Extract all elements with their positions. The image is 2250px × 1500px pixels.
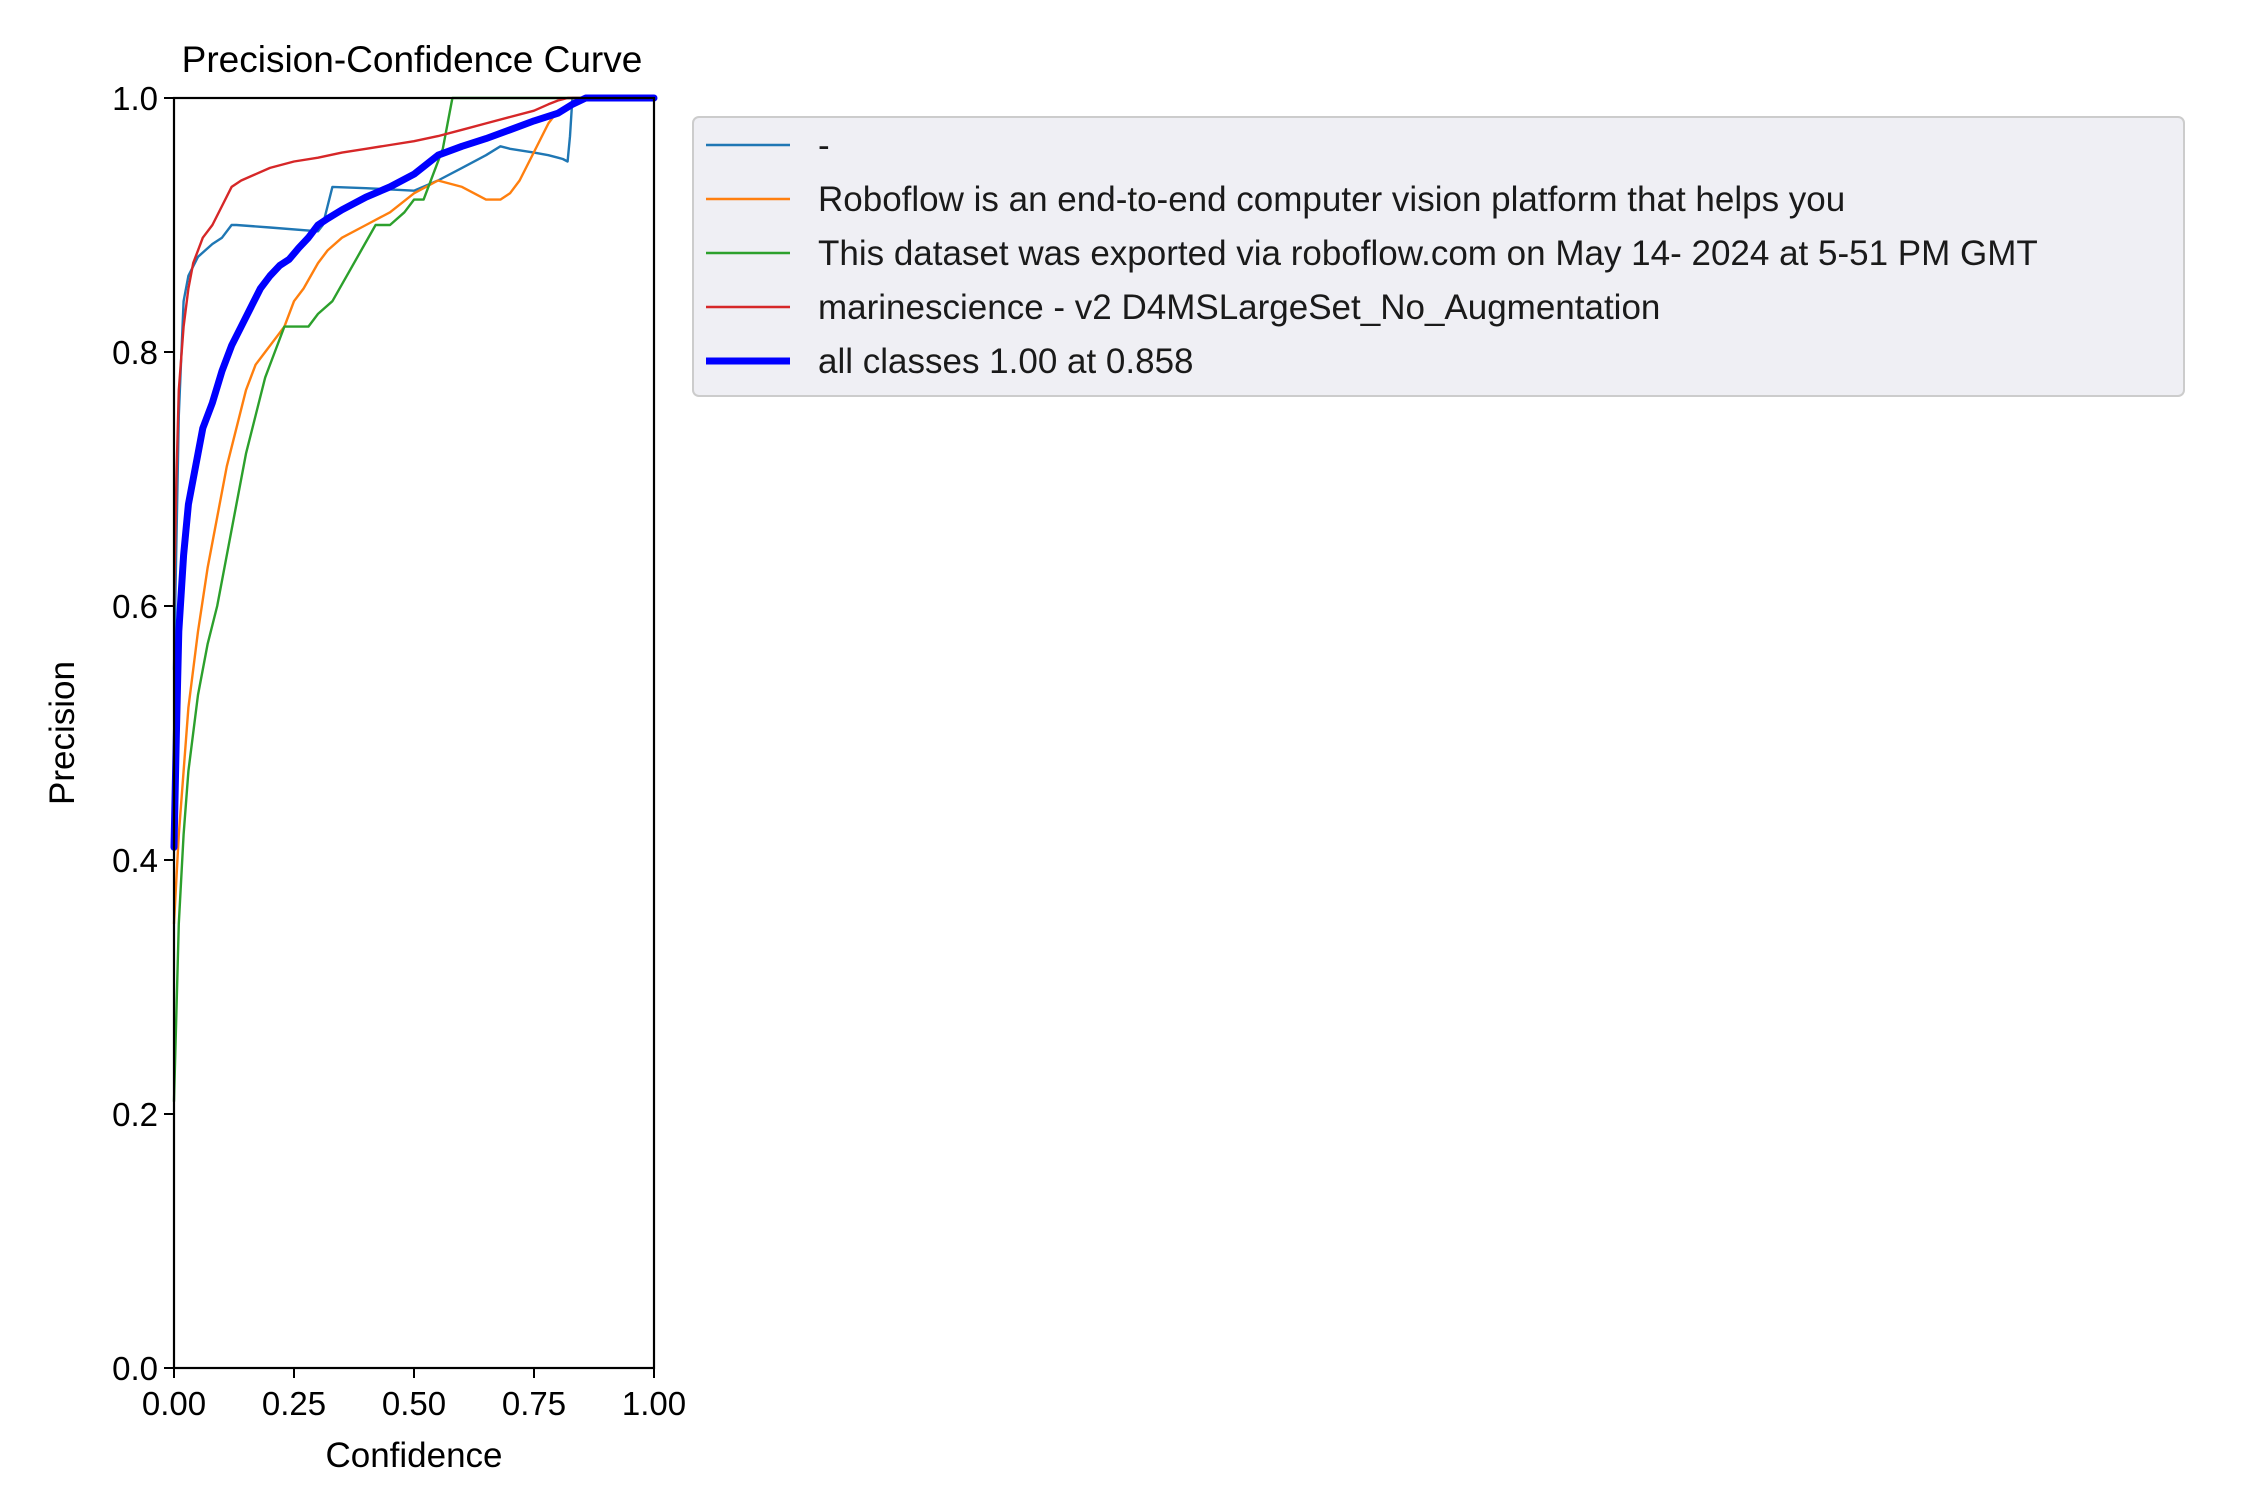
legend-items: - Roboflow is an end-to-end computer visi… [706, 126, 2038, 381]
y-axis-label: Precision [43, 661, 82, 805]
series-line-1 [172, 96, 656, 925]
legend-label: This dataset was exported via roboflow.c… [818, 234, 2038, 273]
x-axis-label: Confidence [325, 1436, 502, 1475]
x-tick-label: 1.00 [622, 1385, 686, 1422]
axis-ticks: 0.00 0.25 0.50 0.75 1.00 0.0 0.2 0.4 0.6 0.8 1.0 [112, 80, 686, 1422]
series-line-0 [172, 96, 656, 671]
series-line-3 [172, 96, 656, 608]
legend-label: - [818, 126, 830, 165]
chart-title: Precision-Confidence Curve [182, 39, 643, 80]
plot-frame [172, 96, 656, 1370]
x-tick-label: 0.75 [502, 1385, 566, 1422]
plot-series [170, 94, 658, 1103]
y-tick-label: 0.8 [112, 334, 158, 371]
y-tick-label: 1.0 [112, 80, 158, 117]
y-tick-label: 0.0 [112, 1350, 158, 1387]
legend-label: marinescience - v2 D4MSLargeSet_No_Augme… [818, 288, 1660, 327]
series-line-2 [172, 96, 656, 1103]
legend-label: all classes 1.00 at 0.858 [818, 342, 1194, 381]
y-tick-label: 0.4 [112, 842, 158, 879]
y-tick-label: 0.2 [112, 1096, 158, 1133]
y-tick-label: 0.6 [112, 588, 158, 625]
x-tick-label: 0.50 [382, 1385, 446, 1422]
legend-box [692, 116, 2185, 397]
legend-label: Roboflow is an end-to-end computer visio… [818, 180, 1845, 219]
x-tick-label: 0.00 [142, 1385, 206, 1422]
series-line-4 [170, 94, 658, 851]
x-tick-label: 0.25 [262, 1385, 326, 1422]
legend: - Roboflow is an end-to-end computer visi… [692, 116, 2185, 397]
